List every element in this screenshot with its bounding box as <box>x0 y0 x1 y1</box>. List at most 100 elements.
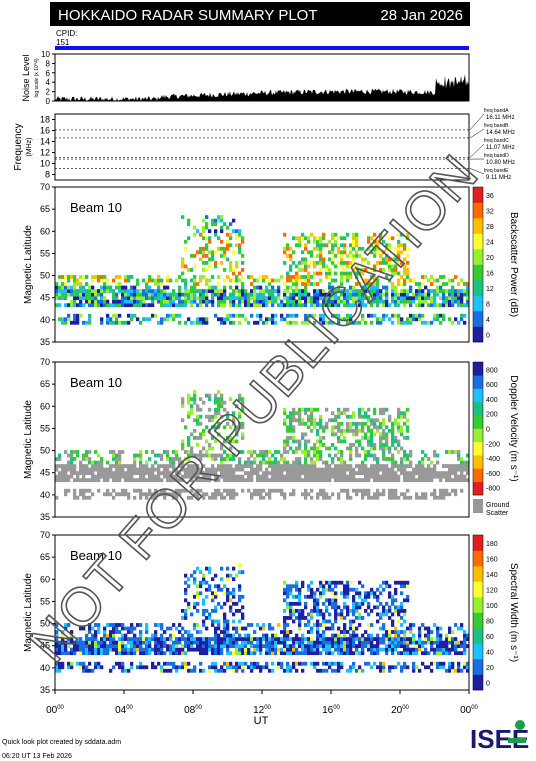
rti-cell <box>172 303 176 308</box>
rti-cell <box>226 232 230 237</box>
rti-cell <box>226 623 230 627</box>
rti-cell <box>154 278 158 283</box>
rti-cell <box>289 605 293 610</box>
rti-cell <box>196 601 200 606</box>
rti-cell <box>373 471 377 476</box>
rti-cell <box>121 488 125 493</box>
rti-cell <box>358 282 362 286</box>
rti-cell <box>385 443 389 447</box>
rti-cell <box>292 608 296 613</box>
rti-cell <box>172 299 176 304</box>
rti-cell <box>73 292 77 297</box>
rti-cell <box>148 492 152 497</box>
rti-cell <box>292 640 296 645</box>
rti-cell <box>364 282 368 286</box>
rti-cell <box>214 467 218 472</box>
rti-cell <box>316 623 320 627</box>
rti-cell <box>184 630 188 634</box>
rti-cell <box>232 492 236 497</box>
rti-cell <box>181 651 185 656</box>
rti-cell <box>409 460 413 465</box>
rti-cell <box>379 292 383 297</box>
rti-cell <box>310 253 314 258</box>
rti-cell <box>157 292 161 297</box>
rti-cell <box>73 299 77 304</box>
rti-cell <box>301 633 305 638</box>
rti-cell <box>205 414 209 419</box>
rti-cell <box>364 320 368 325</box>
rti-cell <box>55 457 59 461</box>
rti-cell <box>202 320 206 325</box>
rti-cell <box>412 313 416 318</box>
rti-cell <box>133 460 137 465</box>
rti-cell <box>220 414 224 419</box>
colorbar-swatch <box>473 581 483 598</box>
rti-cell <box>382 612 386 617</box>
rti-cell <box>118 285 122 290</box>
rti-cell <box>112 495 116 500</box>
rti-cell <box>244 317 248 322</box>
rti-cell <box>70 289 74 293</box>
rti-cell <box>220 637 224 641</box>
rti-cell <box>67 467 71 472</box>
rti-cell <box>370 608 374 613</box>
rti-cell <box>286 616 290 620</box>
rti-cell <box>397 608 401 613</box>
rti-cell <box>115 320 119 325</box>
rti-cell <box>235 464 239 468</box>
rti-cell <box>79 478 83 483</box>
rti-cell <box>364 303 368 308</box>
rti-cell <box>307 239 311 244</box>
rti-cell <box>160 282 164 286</box>
rti-cell <box>193 320 197 325</box>
rti-cell <box>391 474 395 479</box>
rti-cell <box>106 303 110 308</box>
rti-cell <box>313 591 317 596</box>
colorbar-swatch <box>473 550 483 567</box>
rti-cell <box>70 647 74 652</box>
rti-cell <box>433 640 437 645</box>
rti-cell <box>229 457 233 461</box>
rti-cell <box>328 282 332 286</box>
rti-cell <box>79 285 83 290</box>
rti-cell <box>334 446 338 451</box>
rti-cell <box>379 253 383 258</box>
rti-cell <box>313 418 317 423</box>
rti-cell <box>160 292 164 297</box>
rti-cell <box>373 278 377 283</box>
rti-cell <box>295 278 299 283</box>
rti-cell <box>235 313 239 318</box>
rti-cell <box>58 275 62 279</box>
rti-cell <box>334 453 338 458</box>
rti-cell <box>106 299 110 304</box>
rti-cell <box>181 488 185 493</box>
rti-cell <box>430 299 434 304</box>
rti-cell <box>205 478 209 483</box>
colorbar-swatch <box>473 415 483 429</box>
rti-cell <box>292 471 296 476</box>
rti-cell <box>286 661 290 666</box>
rti-cell <box>295 450 299 454</box>
rti-cell <box>157 296 161 301</box>
rti-cell <box>352 428 356 433</box>
rti-cell <box>298 296 302 301</box>
rti-cell <box>400 292 404 297</box>
rti-cell <box>70 467 74 472</box>
rti-cell <box>388 246 392 251</box>
rti-cell <box>325 292 329 297</box>
rti-cell <box>376 471 380 476</box>
rti-cell <box>265 285 269 290</box>
rti-cell <box>451 292 455 297</box>
rti-cell <box>166 647 170 652</box>
rti-cell <box>226 591 230 596</box>
rti-cell <box>397 278 401 283</box>
rti-cell <box>331 633 335 638</box>
rti-cell <box>391 268 395 272</box>
rti-cell <box>352 432 356 437</box>
rti-cell <box>112 299 116 304</box>
rti-cell <box>352 587 356 592</box>
rti-cell <box>346 605 350 610</box>
rti-cell <box>112 313 116 318</box>
rti-cell <box>322 587 326 592</box>
rti-cell <box>163 292 167 297</box>
